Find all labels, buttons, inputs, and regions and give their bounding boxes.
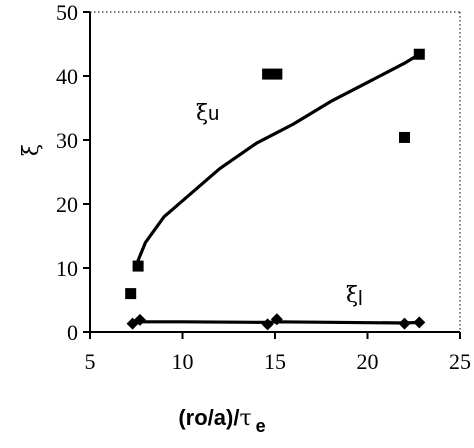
y-tick-label-10: 10 — [56, 256, 78, 281]
x-tick-label-20: 20 — [357, 349, 379, 374]
x-tick-label-15: 15 — [264, 349, 286, 374]
diamond-point-3 — [270, 313, 283, 326]
y-axis-ticks: 0 10 20 30 40 50 — [56, 0, 90, 345]
diamond-point-1 — [133, 313, 146, 326]
plot-area — [89, 11, 461, 333]
y-tick-label-50: 50 — [56, 0, 78, 25]
fit-curves — [134, 52, 421, 325]
fit-curve-upper — [134, 52, 421, 267]
x-tick-label-10: 10 — [172, 349, 194, 374]
annotation-xi-l-sub: l — [358, 288, 362, 310]
square-point-5 — [413, 48, 425, 60]
x-axis-title-tau: τ — [239, 406, 251, 431]
x-axis-title-sub: e — [256, 416, 266, 436]
square-point-1 — [132, 260, 144, 272]
x-axis-title: (ro/a)/τ e — [178, 405, 265, 436]
square-point-0 — [125, 288, 137, 300]
y-axis-title: ξ — [19, 144, 44, 156]
square-point-2 — [262, 68, 274, 80]
y-tick-label-40: 40 — [56, 64, 78, 89]
annotation-xi-l: ξl — [346, 283, 363, 310]
y-tick-label-30: 30 — [56, 128, 78, 153]
annotation-xi-u: ξu — [196, 101, 219, 126]
y-tick-label-20: 20 — [56, 192, 78, 217]
data-markers — [125, 48, 426, 331]
x-axis-title-main: (ro/a)/ — [178, 405, 239, 430]
annotation-xi-l-symbol: ξ — [346, 283, 358, 308]
square-point-4 — [399, 131, 410, 143]
diamond-point-2 — [261, 318, 274, 331]
annotation-xi-u-symbol: ξ — [196, 101, 208, 126]
x-tick-label-5: 5 — [85, 349, 96, 374]
square-point-3 — [271, 68, 283, 80]
diamond-point-4 — [398, 317, 411, 330]
y-tick-label-0: 0 — [67, 320, 78, 345]
x-tick-label-25: 25 — [449, 349, 471, 374]
diamond-point-5 — [413, 316, 426, 329]
x-axis-ticks: 5 10 15 20 25 — [85, 332, 471, 374]
annotation-xi-u-sub: u — [208, 103, 219, 125]
